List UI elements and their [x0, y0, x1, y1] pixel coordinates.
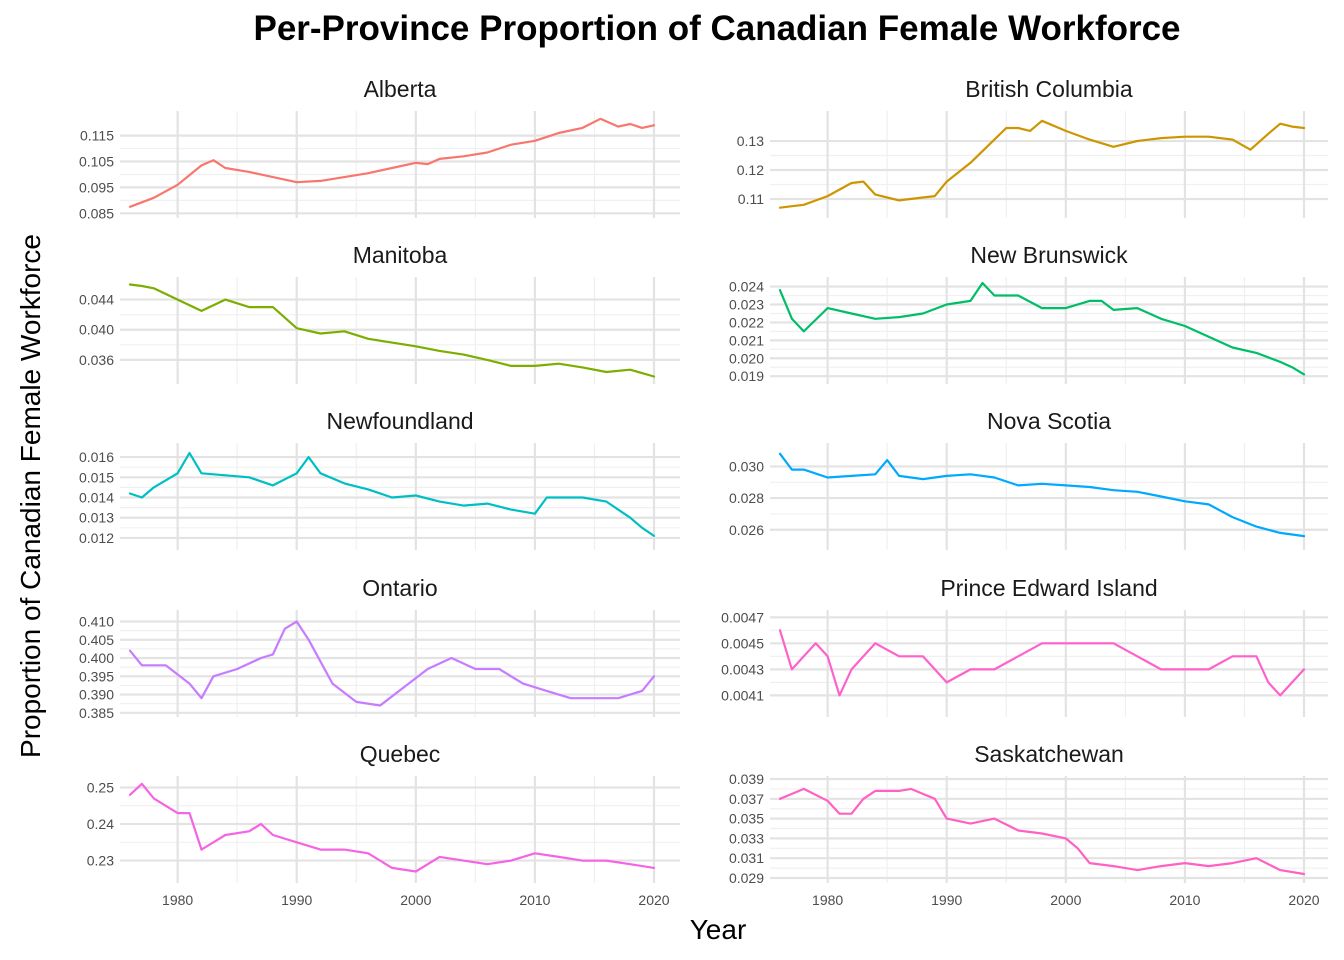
panel-british-columbia: British Columbia 0.11 0.12 0.13 [737, 76, 1328, 218]
x-tick-label: 2020 [638, 892, 669, 908]
series-line-newfoundland [128, 451, 656, 538]
x-tick-label: 1980 [162, 892, 193, 908]
y-tick-label: 0.022 [729, 314, 764, 330]
y-tick-label: 0.385 [79, 705, 114, 721]
chart-title: Per-Province Proportion of Canadian Fema… [253, 9, 1180, 48]
y-tick-label: 0.035 [729, 811, 764, 827]
y-tick-label: 0.25 [87, 779, 114, 795]
x-tick-label: 2020 [1288, 892, 1319, 908]
y-tick-label: 0.037 [729, 791, 764, 807]
panel-title: Saskatchewan [974, 741, 1124, 767]
series-line-nova-scotia [778, 452, 1306, 538]
x-tick-label: 1990 [281, 892, 312, 908]
y-tick-label: 0.019 [729, 368, 764, 384]
y-tick-label: 0.020 [729, 350, 764, 366]
x-tick-label: 1990 [931, 892, 962, 908]
series-line-saskatchewan [778, 787, 1306, 876]
series-line-ontario [128, 620, 656, 707]
y-tick-label: 0.016 [79, 449, 114, 465]
series-line-manitoba [128, 283, 656, 378]
y-tick-label: 0.024 [729, 279, 764, 295]
y-tick-label: 0.044 [79, 292, 114, 308]
y-tick-label: 0.031 [729, 850, 764, 866]
y-tick-label: 0.400 [79, 650, 114, 666]
y-tick-label: 0.0041 [721, 687, 764, 703]
y-tick-label: 0.410 [79, 613, 114, 629]
panel-title: Alberta [364, 76, 437, 102]
y-tick-label: 0.028 [729, 490, 764, 506]
y-tick-label: 0.395 [79, 668, 114, 684]
y-axis-title: Proportion of Canadian Female Workforce [15, 234, 46, 758]
series-line-british-columbia [778, 119, 1306, 209]
panel-title: Quebec [360, 741, 441, 767]
x-tick-label: 2000 [1050, 892, 1081, 908]
series-line-alberta [128, 117, 656, 208]
y-tick-label: 0.0047 [721, 609, 764, 625]
panel-title: New Brunswick [970, 242, 1128, 268]
panel-title: Nova Scotia [987, 408, 1111, 434]
y-tick-label: 0.036 [79, 352, 114, 368]
y-tick-label: 0.115 [80, 128, 114, 144]
x-tick-label: 2010 [519, 892, 550, 908]
x-tick-label: 1980 [812, 892, 843, 908]
y-tick-label: 0.014 [79, 490, 114, 506]
panel-saskatchewan: Saskatchewan 0.029 0.031 0.033 0.035 0.037 0.0… [729, 741, 1328, 908]
y-tick-label: 0.12 [737, 162, 764, 178]
y-tick-label: 0.015 [79, 469, 114, 485]
panel-title: Newfoundland [326, 408, 473, 434]
panel-title: British Columbia [965, 76, 1133, 102]
y-tick-label: 0.11 [738, 191, 764, 207]
y-tick-label: 0.030 [729, 458, 764, 474]
panel-quebec: Quebec 0.23 0.24 0.25 1980 1990 2000 2010 2020 [87, 741, 680, 908]
series-line-new-brunswick [778, 281, 1306, 376]
y-tick-label: 0.23 [87, 853, 114, 869]
y-tick-label: 0.021 [729, 332, 764, 348]
y-tick-label: 0.026 [729, 522, 764, 538]
panel-title: Ontario [362, 575, 437, 601]
y-tick-label: 0.105 [79, 154, 114, 170]
panel-title: Manitoba [353, 242, 448, 268]
x-tick-label: 2000 [400, 892, 431, 908]
y-tick-label: 0.085 [79, 205, 114, 221]
panel-manitoba: Manitoba 0.036 0.040 0.044 [79, 242, 680, 384]
facet-panels: Alberta 0.085 0.095 0.105 0.115 British Colum… [79, 76, 1328, 908]
y-tick-label: 0.023 [729, 297, 764, 313]
y-tick-label: 0.033 [729, 830, 764, 846]
y-tick-label: 0.095 [79, 179, 114, 195]
x-tick-label: 2010 [1169, 892, 1200, 908]
panel-alberta: Alberta 0.085 0.095 0.105 0.115 [79, 76, 680, 221]
panel-prince-edward-island: Prince Edward Island 0.0041 0.0043 0.0045 0.… [721, 575, 1328, 717]
y-tick-label: 0.24 [87, 816, 114, 832]
y-tick-label: 0.040 [79, 322, 114, 338]
y-tick-label: 0.039 [729, 771, 764, 787]
y-tick-label: 0.0045 [721, 635, 764, 651]
y-tick-label: 0.13 [737, 133, 764, 149]
panel-nova-scotia: Nova Scotia 0.026 0.028 0.030 [729, 408, 1328, 550]
y-tick-label: 0.012 [79, 530, 114, 546]
panel-newfoundland: Newfoundland 0.012 0.013 0.014 0.015 0.016 [79, 408, 680, 550]
panel-title: Prince Edward Island [940, 575, 1157, 601]
y-tick-label: 0.013 [79, 510, 114, 526]
series-line-prince-edward-island [778, 629, 1306, 697]
panel-ontario: Ontario 0.385 0.390 0.395 0.400 0.405 0.410 [79, 575, 680, 721]
y-tick-label: 0.390 [79, 687, 114, 703]
y-tick-label: 0.405 [79, 632, 114, 648]
y-tick-label: 0.0043 [721, 661, 764, 677]
y-tick-label: 0.029 [729, 870, 764, 886]
series-line-quebec [128, 782, 656, 873]
x-axis-title: Year [690, 914, 747, 945]
